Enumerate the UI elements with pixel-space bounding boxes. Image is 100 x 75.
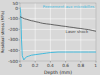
x-axis-label: Depth (mm) xyxy=(44,70,72,75)
tick-label: 0 xyxy=(19,63,22,68)
series-line xyxy=(20,7,96,60)
grid-line xyxy=(35,3,36,61)
series-label: Peenement aux microbilles xyxy=(43,4,94,9)
plot-area xyxy=(20,3,96,61)
tick-label: 0 xyxy=(15,6,18,11)
tick-label: 0.4 xyxy=(47,63,54,68)
tick-label: 1 xyxy=(94,63,97,68)
tick-label: 50 xyxy=(13,1,19,6)
tick-label: -200 xyxy=(8,27,18,32)
tick-label: -300 xyxy=(8,37,18,42)
grid-line xyxy=(20,39,96,40)
series-label: Laser shock xyxy=(66,29,89,34)
grid-line xyxy=(20,18,96,19)
frame xyxy=(20,3,96,61)
chart: 500-100-200-300-400-50000.20.40.60.81Pee… xyxy=(0,0,100,75)
tick-label: 0.8 xyxy=(77,63,84,68)
grid-line xyxy=(20,50,96,51)
tick-label: -100 xyxy=(8,16,18,21)
tick-label: -400 xyxy=(8,48,18,53)
y-axis-label: Residual stress (MPa) xyxy=(0,10,5,53)
tick-label: 0.2 xyxy=(32,63,39,68)
tick-label: -500 xyxy=(8,59,18,64)
series-group xyxy=(20,7,96,60)
tick-label: 0.6 xyxy=(62,63,69,68)
